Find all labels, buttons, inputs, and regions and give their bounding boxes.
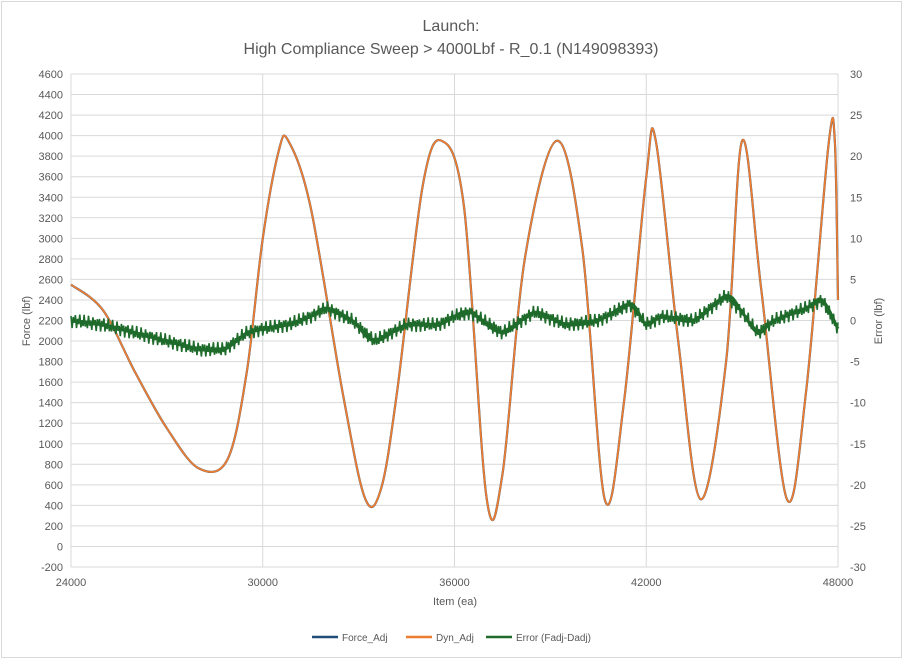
x-axis-label: Item (ea): [433, 596, 477, 608]
y-tick-label: 1200: [39, 418, 63, 430]
y-tick-label: 1800: [39, 357, 63, 369]
y-tick-label: 800: [45, 459, 63, 471]
y2-tick-label: -25: [850, 521, 866, 533]
legend-label: Error (Fadj-Dadj): [516, 633, 591, 644]
x-tick-label: 30000: [247, 577, 278, 589]
y-tick-label: 600: [45, 480, 63, 492]
y-tick-label: 2200: [39, 316, 63, 328]
y-tick-label: 0: [57, 541, 63, 553]
y-axis-ticks: -200 0 200 400 600 800 1000 1200 1400 1600 1800 200…: [39, 69, 63, 574]
chart-title: Launch:: [423, 18, 480, 35]
y-tick-label: 1600: [39, 377, 63, 389]
y-tick-label: 2400: [39, 295, 63, 307]
y-tick-label: 4600: [39, 69, 63, 81]
y-tick-label: 3800: [39, 151, 63, 163]
y2-tick-label: 15: [850, 192, 862, 204]
chart-subtitle: High Compliance Sweep > 4000Lbf - R_0.1 …: [244, 41, 659, 58]
x-tick-label: 42000: [631, 577, 662, 589]
y2-tick-label: -20: [850, 480, 866, 492]
y2-tick-label: 25: [850, 110, 862, 122]
y-tick-label: -200: [41, 562, 63, 574]
series-line-error-fadj-dadj-trend: [70, 294, 840, 353]
legend: Force_Adj Dyn_Adj Error (Fadj-Dadj): [312, 633, 591, 644]
y-tick-label: 4200: [39, 110, 63, 122]
y-tick-label: 3400: [39, 192, 63, 204]
y-tick-label: 200: [45, 521, 63, 533]
y-tick-label: 2000: [39, 336, 63, 348]
series-line-dyn-adj: [70, 117, 839, 521]
y2-axis-ticks: -30 -25 -20 -15 -10 -5 0 5 10 15 20 25 30: [850, 69, 866, 574]
y2-tick-label: -10: [850, 398, 866, 410]
y-tick-label: 2600: [39, 274, 63, 286]
y-tick-label: 2800: [39, 254, 63, 266]
y-tick-label: 1000: [39, 439, 63, 451]
y2-tick-label: 30: [850, 69, 862, 81]
y-tick-label: 3600: [39, 172, 63, 184]
y2-tick-label: -5: [850, 357, 860, 369]
x-tick-label: 48000: [823, 577, 854, 589]
y2-axis-label: Error (lbf): [873, 298, 885, 344]
legend-label: Force_Adj: [342, 633, 388, 644]
y-tick-label: 1400: [39, 398, 63, 410]
y-tick-label: 400: [45, 500, 63, 512]
y2-tick-label: 10: [850, 233, 862, 245]
x-axis-ticks: 24000 30000 36000 42000 48000: [56, 577, 854, 589]
series-lines: [70, 116, 840, 522]
x-tick-label: 24000: [56, 577, 87, 589]
x-tick-label: 36000: [439, 577, 470, 589]
y-tick-label: 4400: [39, 90, 63, 102]
y-tick-label: 4000: [39, 131, 63, 143]
y-tick-label: 3000: [39, 233, 63, 245]
y2-tick-label: 0: [850, 316, 856, 328]
y2-tick-label: -15: [850, 439, 866, 451]
y2-tick-label: 20: [850, 151, 862, 163]
legend-label: Dyn_Adj: [436, 633, 474, 644]
y-tick-label: 3200: [39, 213, 63, 225]
y2-tick-label: -30: [850, 562, 866, 574]
y2-tick-label: 5: [850, 274, 856, 286]
y-axis-label: Force (lbf): [21, 296, 33, 346]
